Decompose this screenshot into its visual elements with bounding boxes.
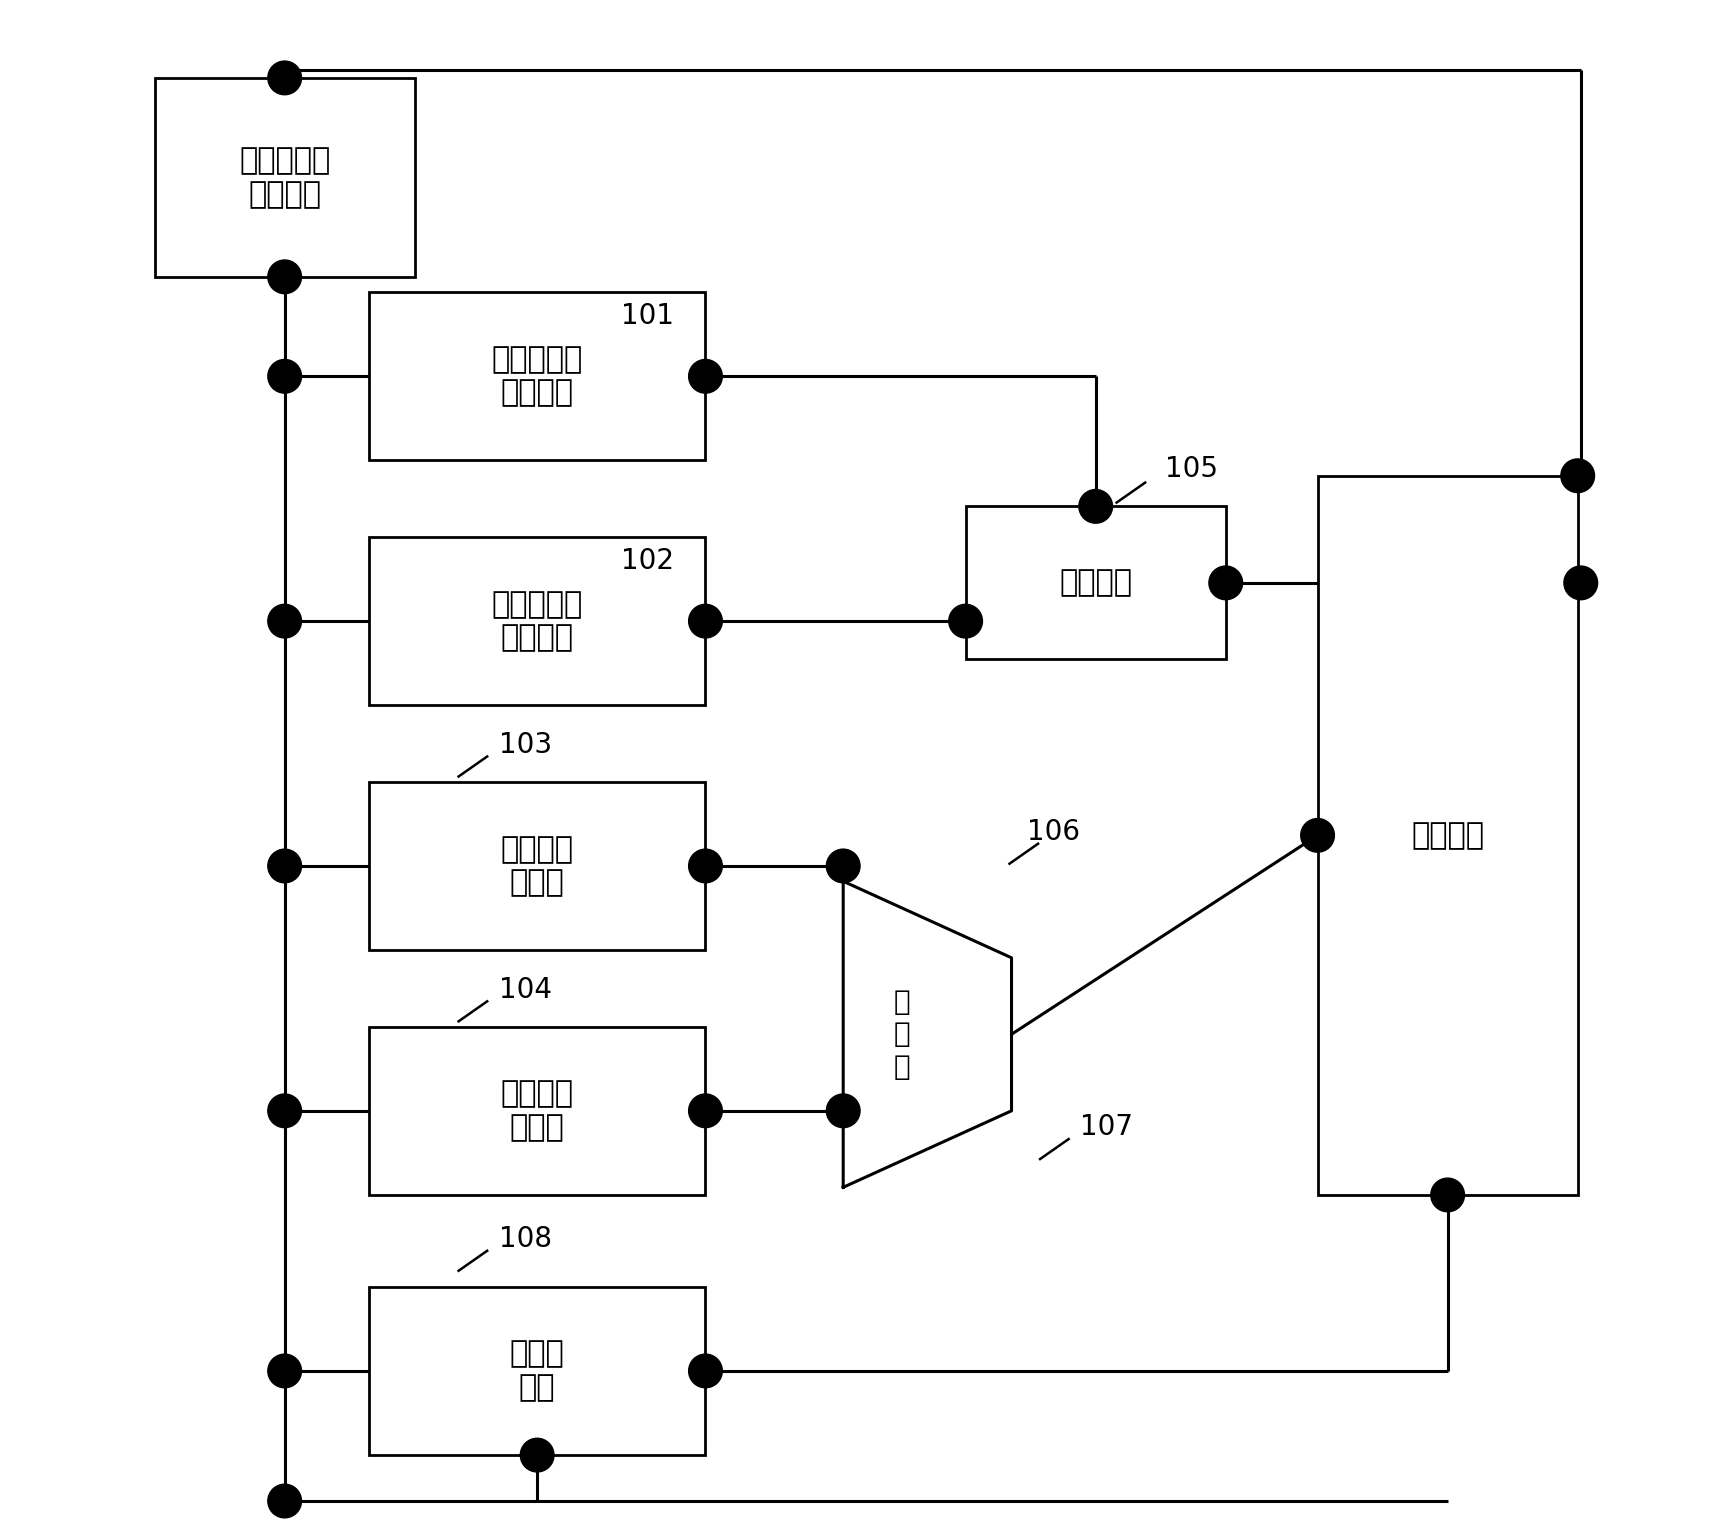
- Text: 106: 106: [1027, 819, 1080, 846]
- Circle shape: [689, 359, 723, 392]
- Text: 垂直相关性
检测单元: 垂直相关性 检测单元: [491, 345, 582, 408]
- FancyBboxPatch shape: [369, 782, 706, 950]
- Circle shape: [826, 1095, 860, 1128]
- Text: 裁决单元: 裁决单元: [1059, 569, 1132, 598]
- Circle shape: [268, 359, 302, 392]
- Circle shape: [268, 61, 302, 95]
- Circle shape: [826, 849, 860, 883]
- Circle shape: [268, 1354, 302, 1387]
- Circle shape: [268, 604, 302, 638]
- Text: 107: 107: [1080, 1113, 1133, 1142]
- Text: 104: 104: [500, 975, 551, 1004]
- Text: 108: 108: [500, 1225, 551, 1252]
- Circle shape: [1209, 566, 1243, 599]
- Text: 101: 101: [622, 302, 675, 331]
- Circle shape: [1430, 1179, 1465, 1211]
- Circle shape: [268, 849, 302, 883]
- FancyBboxPatch shape: [369, 1027, 706, 1194]
- Circle shape: [689, 604, 723, 638]
- FancyBboxPatch shape: [155, 78, 416, 277]
- Text: 水平相关性
检测单元: 水平相关性 检测单元: [491, 590, 582, 653]
- Text: 水平梳状
滤波器: 水平梳状 滤波器: [501, 1079, 573, 1142]
- Circle shape: [689, 849, 723, 883]
- FancyBboxPatch shape: [369, 537, 706, 705]
- Text: 运算单元: 运算单元: [1411, 820, 1483, 849]
- Circle shape: [1564, 566, 1597, 599]
- Text: 102: 102: [622, 547, 675, 575]
- Circle shape: [950, 604, 982, 638]
- Text: 矩阵滤
波器: 矩阵滤 波器: [510, 1340, 565, 1403]
- Circle shape: [689, 1354, 723, 1387]
- Circle shape: [1561, 458, 1595, 492]
- FancyBboxPatch shape: [369, 293, 706, 460]
- FancyBboxPatch shape: [965, 506, 1226, 659]
- Circle shape: [1301, 819, 1334, 852]
- Text: 105: 105: [1164, 455, 1217, 483]
- Circle shape: [689, 1095, 723, 1128]
- Text: 垂直梳状
滤波器: 垂直梳状 滤波器: [501, 834, 573, 897]
- Circle shape: [520, 1438, 555, 1472]
- Circle shape: [268, 1484, 302, 1518]
- Text: 选
择
器: 选 择 器: [895, 987, 910, 1081]
- Text: 103: 103: [500, 731, 553, 759]
- Circle shape: [1078, 489, 1113, 523]
- FancyBboxPatch shape: [369, 1286, 706, 1455]
- Text: 复合视频信
号输入端: 复合视频信 号输入端: [239, 146, 330, 208]
- Circle shape: [268, 1095, 302, 1128]
- Circle shape: [268, 261, 302, 294]
- FancyBboxPatch shape: [1317, 475, 1578, 1194]
